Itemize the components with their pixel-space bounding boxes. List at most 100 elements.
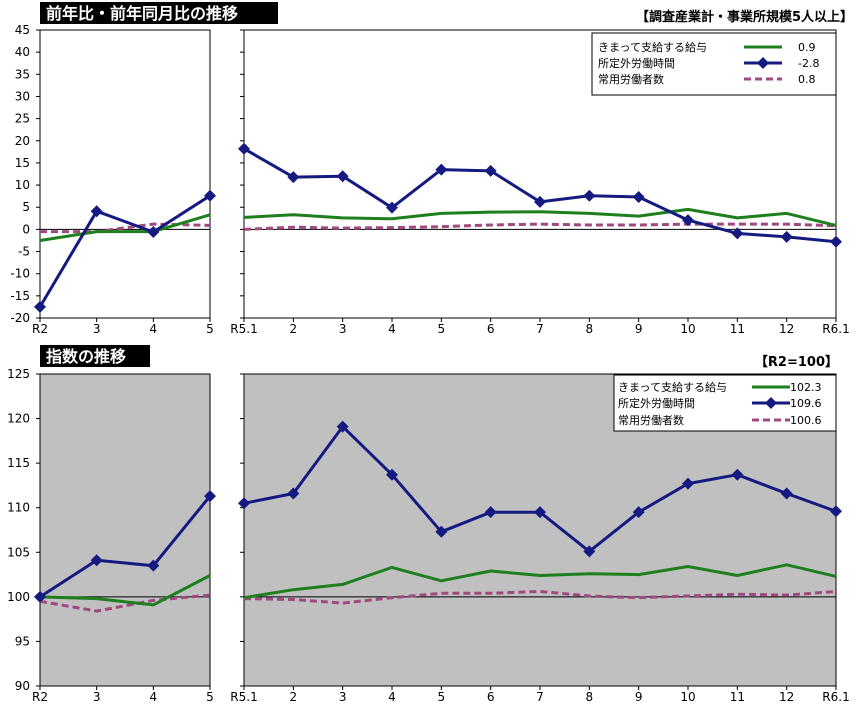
legend-value: 100.6 (790, 414, 822, 427)
data-point-marker (534, 195, 546, 208)
y-tick-label: 10 (15, 178, 30, 192)
data-point-marker (336, 420, 349, 433)
data-point-marker (147, 559, 160, 572)
top-title-bg (40, 2, 278, 24)
data-point-marker (34, 590, 46, 603)
data-point-marker (484, 506, 497, 519)
x-tick-label: 2 (290, 690, 298, 704)
y-tick-label: 125 (7, 367, 30, 381)
y-tick-label: 120 (7, 412, 30, 426)
legend-label: 常用労働者数 (618, 413, 684, 427)
y-tick-label: 30 (15, 89, 30, 103)
series-line-0 (39, 574, 211, 607)
legend-label: 所定外労働時間 (618, 396, 695, 410)
x-tick-label: R2 (32, 690, 48, 704)
plot-area (39, 29, 211, 319)
x-tick-label: 3 (339, 322, 347, 336)
y-tick-label: 115 (7, 456, 30, 470)
series-line-2 (40, 222, 211, 234)
x-tick-label: 7 (536, 322, 544, 336)
y-tick-label: 40 (15, 45, 30, 59)
x-tick-label: R5.1 (230, 690, 257, 704)
bottom-chart-note: 【R2=100】 (755, 354, 838, 370)
plot-area (39, 373, 211, 687)
panel-0: R2 3 4 5 (32, 373, 216, 704)
y-tick-label: -15 (10, 289, 30, 303)
legend-box (591, 32, 837, 96)
x-tick-label: 2 (290, 322, 298, 336)
data-point-marker (731, 468, 744, 481)
legend-box (613, 374, 837, 432)
bottom-chart-title: 指数の推移 (46, 347, 126, 366)
legend-value: 102.3 (790, 381, 822, 394)
legend: きまって支給する給与 0.9 所定外労働時間 -2.8 常用労働者数 0.8 (591, 32, 837, 96)
data-point-marker (780, 230, 793, 243)
data-point-marker (435, 525, 448, 538)
legend-value: 109.6 (790, 397, 822, 410)
x-tick-label: 9 (635, 690, 643, 704)
data-point-marker (90, 205, 103, 218)
x-tick-label: R6.1 (822, 690, 849, 704)
legend: きまって支給する給与 102.3 所定外労働時間 109.6 常用労働者数 100.6 (613, 374, 837, 432)
y-tick-label: 35 (15, 67, 30, 81)
legend-label: 所定外労働時間 (598, 56, 675, 70)
x-tick-label: 8 (586, 690, 594, 704)
x-tick-label: 3 (93, 322, 101, 336)
data-point-marker (204, 189, 216, 202)
x-tick-label: 12 (779, 322, 794, 336)
y-tick-label: 25 (15, 112, 30, 126)
series-line-0 (39, 213, 211, 242)
x-tick-label: R5.1 (230, 322, 257, 336)
data-point-marker (583, 189, 596, 202)
x-tick-label: 12 (779, 690, 794, 704)
x-tick-label: R2 (32, 322, 48, 336)
data-point-marker (632, 191, 645, 204)
data-point-marker (682, 477, 694, 490)
data-point-marker (238, 142, 250, 155)
series-line-0 (243, 563, 837, 600)
y-tick-label: -20 (10, 311, 30, 325)
data-point-marker (386, 201, 398, 214)
x-tick-label: 4 (150, 322, 158, 336)
y-tick-label: 105 (7, 545, 30, 559)
x-tick-label: 5 (206, 322, 214, 336)
series-line-1 (39, 495, 212, 599)
data-point-marker (204, 490, 216, 503)
legend-label: きまって支給する給与 (598, 40, 707, 54)
y-tick-label: 5 (22, 200, 30, 214)
y-tick-label: 100 (7, 590, 30, 604)
x-tick-label: 3 (93, 690, 101, 704)
data-point-marker (632, 506, 645, 519)
y-tick-label: -10 (10, 267, 30, 281)
x-tick-label: 11 (730, 322, 745, 336)
legend-label: 常用労働者数 (598, 72, 664, 86)
x-tick-label: 5 (438, 322, 446, 336)
y-tick-label: -5 (18, 245, 30, 259)
data-point-marker (287, 171, 300, 184)
x-tick-label: 4 (388, 690, 396, 704)
series-line-1 (38, 194, 211, 308)
x-tick-label: 4 (388, 322, 396, 336)
y-tick-label: 0 (22, 222, 30, 236)
data-point-marker (830, 235, 842, 248)
series-line-2 (39, 593, 211, 613)
x-tick-label: 4 (150, 690, 158, 704)
panel-0: R2 3 4 5 (32, 29, 216, 336)
data-point-marker (534, 506, 546, 519)
x-tick-label: R6.1 (822, 322, 849, 336)
x-tick-label: 8 (586, 322, 594, 336)
x-tick-label: 3 (339, 690, 347, 704)
x-tick-label: 6 (487, 690, 495, 704)
top-chart-note: 【調査産業計・事業所規模5人以上】 (636, 9, 853, 25)
x-tick-label: 5 (438, 690, 446, 704)
legend-marker (765, 397, 777, 409)
legend-value: -2.8 (798, 57, 819, 70)
x-tick-label: 11 (730, 690, 745, 704)
panel-1: R5.1 2 3 4 5 6 7 8 9 10 11 12 R6.1 (230, 29, 850, 336)
y-tick-label: 90 (15, 679, 30, 693)
y-tick-label: 20 (15, 134, 30, 148)
y-tick-label: 95 (15, 634, 30, 648)
